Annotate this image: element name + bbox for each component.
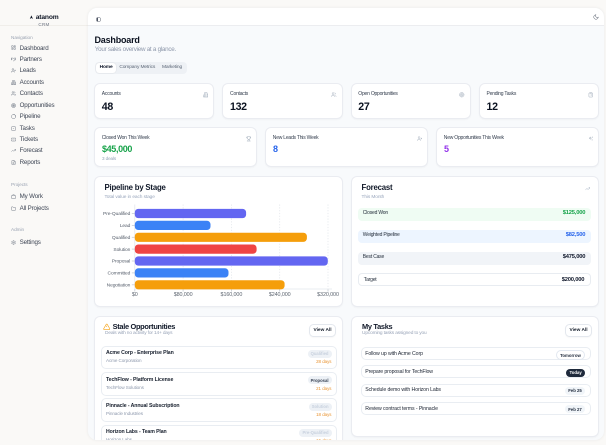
svg-text:$0: $0	[132, 292, 138, 298]
svg-text:$320,000: $320,000	[317, 292, 339, 298]
svg-text:Proposal: Proposal	[112, 259, 131, 265]
svg-text:Negotiation: Negotiation	[107, 283, 131, 289]
svg-text:Pre-Qualified: Pre-Qualified	[103, 211, 131, 217]
svg-text:$160,000: $160,000	[221, 292, 243, 298]
svg-text:Committed: Committed	[108, 271, 131, 277]
svg-text:$240,000: $240,000	[269, 292, 291, 298]
svg-text:Qualified: Qualified	[112, 235, 131, 241]
svg-text:$80,000: $80,000	[174, 292, 193, 298]
svg-text:Solution: Solution	[113, 247, 130, 253]
svg-text:Lead: Lead	[120, 223, 131, 229]
